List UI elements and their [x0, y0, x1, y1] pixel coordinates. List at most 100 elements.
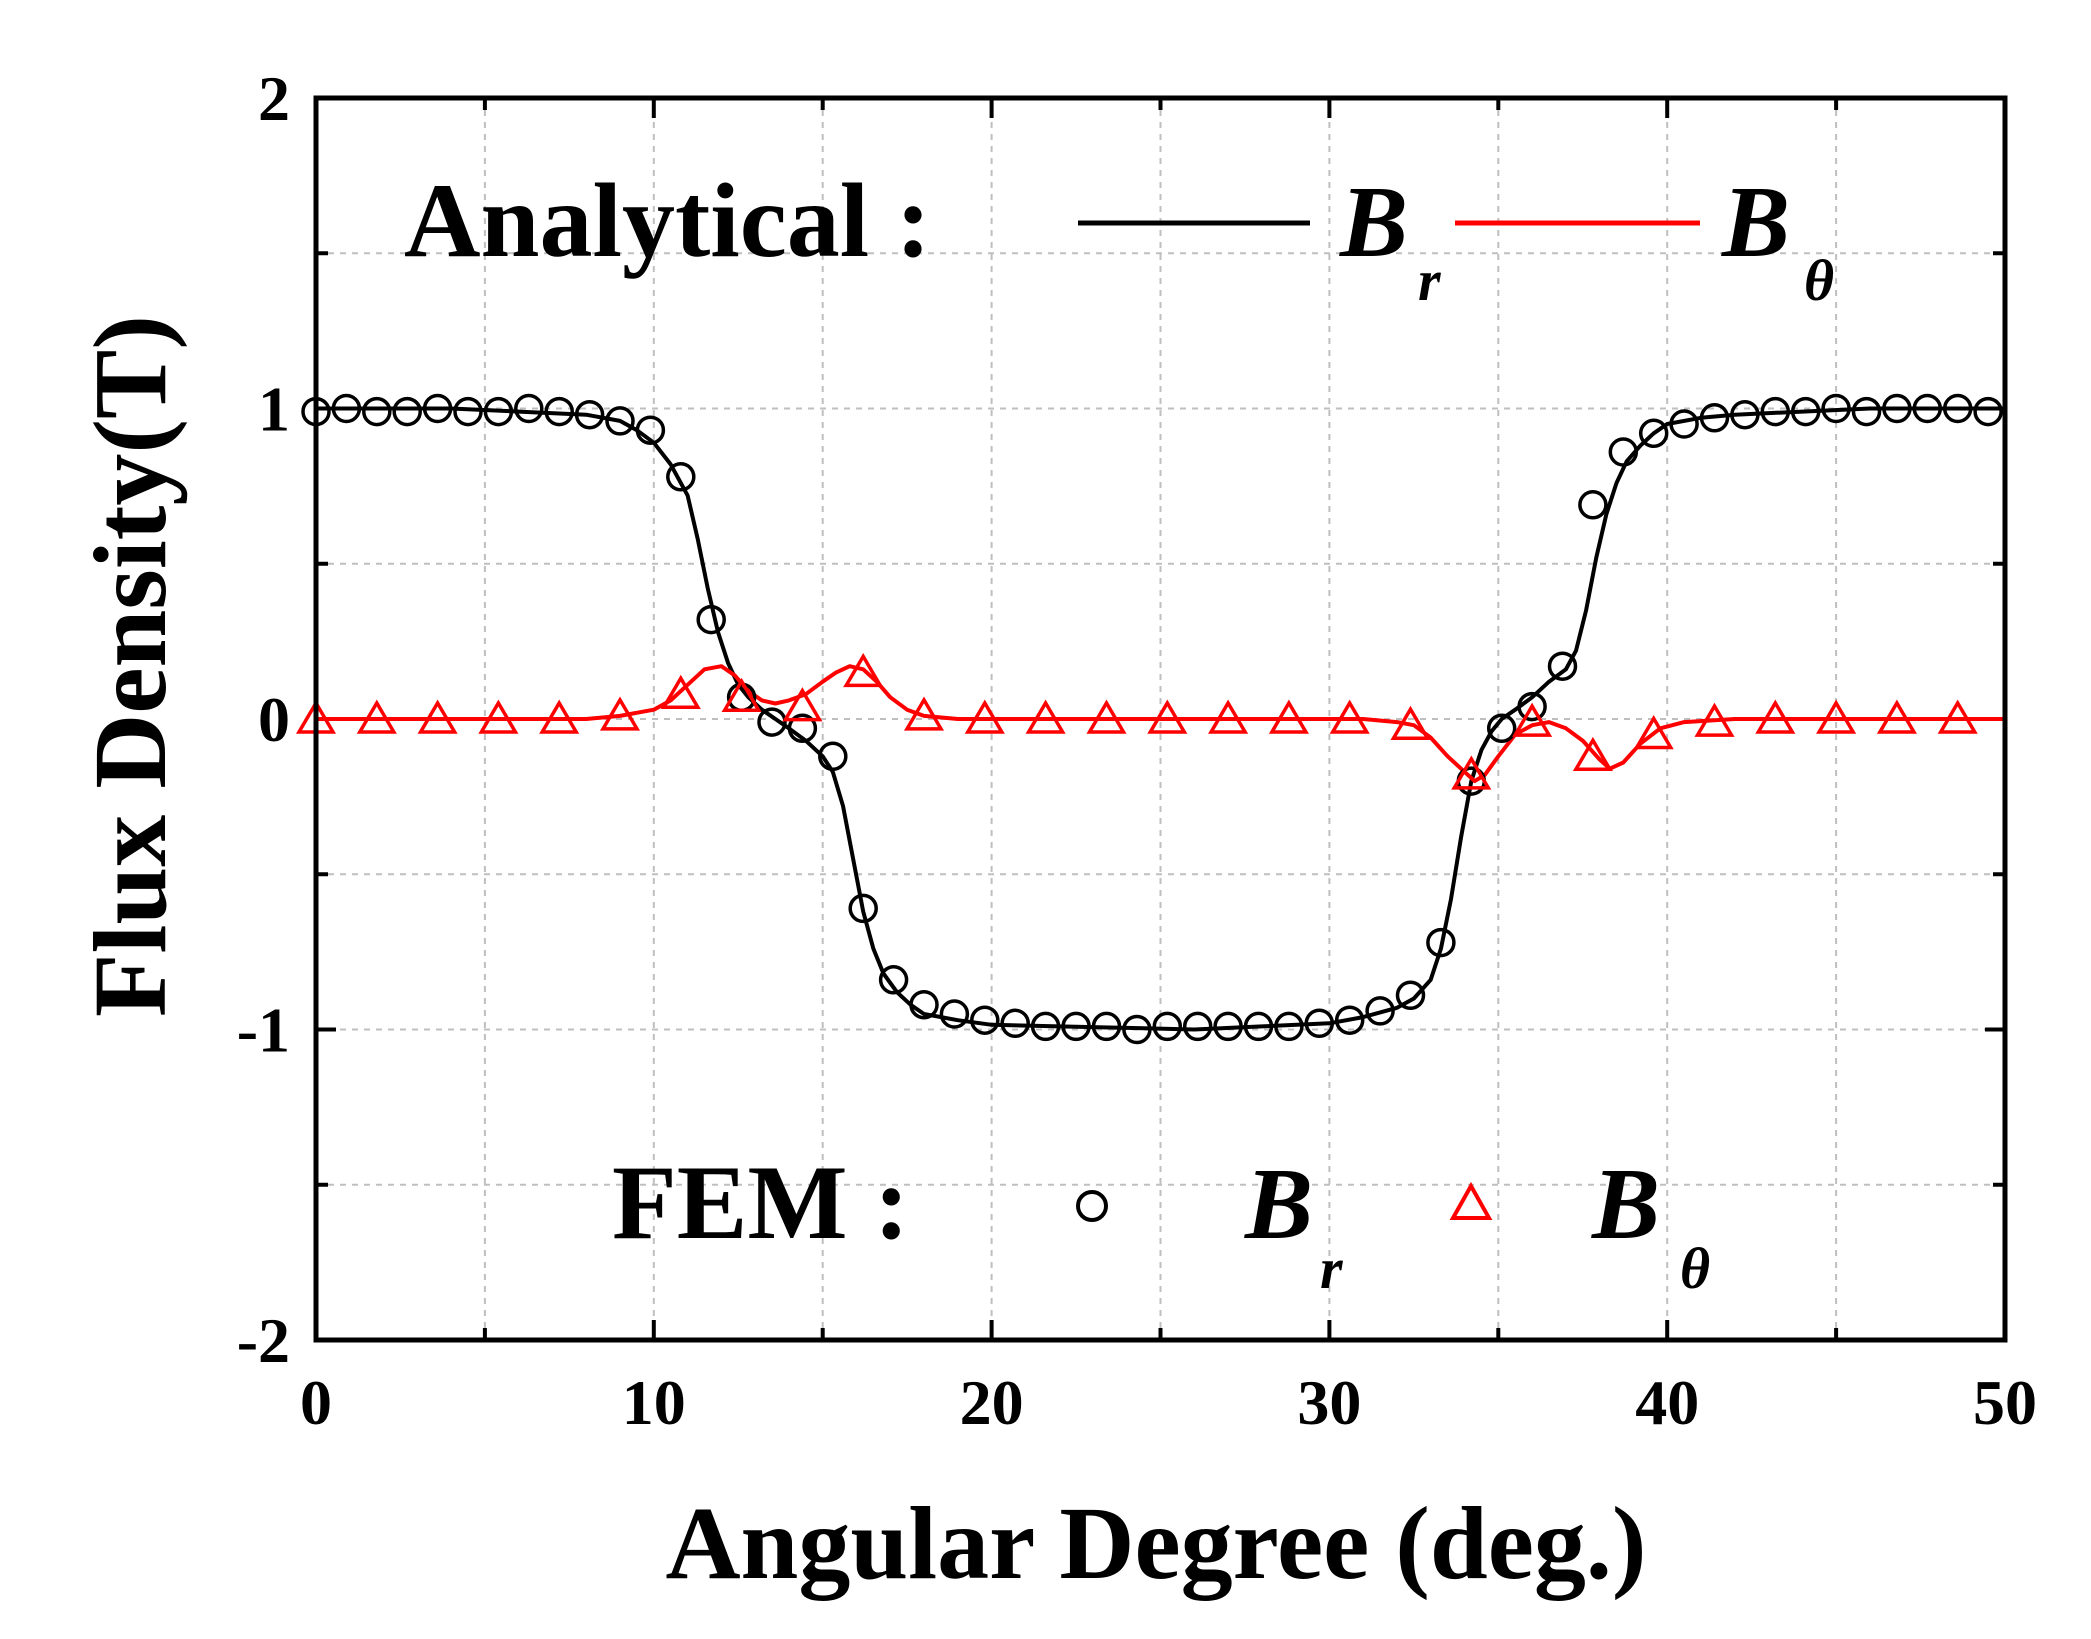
series-fem-b-point — [660, 674, 701, 709]
series-fem-b-point — [1937, 699, 1978, 734]
series-fem-b-r-point — [483, 396, 514, 427]
legend-analytical-label: Analytical : — [404, 162, 931, 279]
series-fem-b-point — [539, 699, 580, 734]
series-fem-b-r-point — [1213, 1011, 1243, 1042]
series-fem-b-r-point — [1973, 396, 2003, 427]
series-fem-b-point — [1451, 755, 1492, 790]
series-fem-b-r-point — [848, 893, 878, 924]
legend-fem-label: FEM : — [612, 1144, 909, 1261]
series-fem-b-r-point — [1091, 1011, 1122, 1042]
x-tick-label: 0 — [300, 1367, 332, 1438]
y-tick-label: -1 — [237, 995, 290, 1066]
series-fem-b-r-point — [1152, 1011, 1183, 1042]
series-fem-b-r-point — [696, 604, 726, 635]
series-fem-b-r-point — [1942, 393, 1973, 424]
series-fem-b-r-point — [392, 396, 422, 427]
series-fem-b-r-point — [757, 707, 787, 737]
legend-fem-bt-marker — [1449, 1181, 1493, 1220]
series-fem-b-r-point — [1578, 490, 1608, 520]
series-fem-b-r-point — [1699, 403, 1730, 433]
series-fem-b-r-point — [1061, 1011, 1091, 1042]
series-analytical-b-r-line — [316, 406, 2005, 1032]
series-fem-b-r-point — [909, 989, 939, 1020]
series-fem-b-r-point — [453, 396, 483, 427]
series-fem-b-point — [417, 699, 458, 734]
series-fem-b-point — [903, 696, 945, 731]
legend-analytical-bt-symbol: B — [1721, 166, 1790, 279]
series-fem-b-point — [1208, 699, 1249, 734]
series-fem-b-r-point — [1334, 1005, 1365, 1035]
series-fem-b-r-point — [1243, 1011, 1274, 1042]
legend-analytical-br-subscript: r — [1418, 248, 1441, 313]
series-fem-b-point — [599, 696, 641, 731]
series-fem-b-r-point — [1000, 1008, 1030, 1039]
legend-fem-br-symbol: B — [1244, 1148, 1313, 1261]
series-layer — [295, 393, 2005, 1045]
series-fem-b-r-point — [1304, 1008, 1335, 1039]
label-layer: 0 10 20 30 40 50 -2 -1 0 1 2 — [237, 63, 2037, 1438]
series-fem-b-point — [1390, 705, 1431, 740]
series-fem-b-r-point — [666, 462, 696, 492]
series-fem-b-r-point — [970, 1005, 1000, 1035]
series-fem-b-r-point — [1882, 393, 1912, 424]
legend-analytical: Analytical : B r B θ — [404, 162, 1834, 313]
series-fem-b-r-point — [787, 713, 818, 744]
series-fem-b-point — [1512, 702, 1553, 737]
series-fem-b-r-point — [422, 393, 453, 424]
series-fem-b-r-point — [1122, 1014, 1152, 1045]
series-fem-b-r-point — [331, 393, 362, 424]
x-tick-label: 40 — [1635, 1367, 1699, 1438]
series-fem-b-r-point — [1486, 713, 1517, 744]
series-fem-b-r-point — [1395, 980, 1426, 1011]
x-tick-label: 30 — [1297, 1367, 1361, 1438]
legend-fem-bt-subscript: θ — [1680, 1236, 1710, 1301]
legend-fem-bt-symbol: B — [1591, 1148, 1660, 1261]
legend-analytical-br-symbol: B — [1339, 166, 1408, 279]
series-fem-b-r-point — [1790, 396, 1821, 427]
legend-fem-br-marker — [1076, 1190, 1108, 1222]
series-fem-b-point — [782, 687, 823, 722]
legend-analytical-bt-subscript: θ — [1804, 248, 1834, 313]
series-fem-b-r-point — [514, 393, 544, 424]
series-fem-b-point — [721, 677, 762, 713]
series-fem-b-r-point — [1426, 927, 1456, 958]
series-fem-b-r-point — [1608, 437, 1639, 467]
series-fem-b-r-point — [1821, 393, 1851, 424]
x-axis-title: Angular Degree (deg.) — [665, 1486, 1646, 1601]
series-fem-b-point — [1086, 699, 1127, 734]
series-fem-b-point — [1755, 699, 1796, 734]
series-fem-b-r-point — [1365, 996, 1395, 1026]
series-fem-b-r-point — [1912, 393, 1943, 424]
series-fem-b-r-point — [362, 396, 392, 427]
series-fem-b-r-point — [605, 406, 635, 436]
series-fem-b-r-point — [1669, 409, 1699, 439]
y-tick-label: 2 — [258, 63, 290, 134]
series-fem-b-point — [1572, 736, 1613, 772]
series-fem-b-r-point — [635, 415, 666, 445]
series-fem-b-r-point — [939, 999, 970, 1029]
series-fem-b-r-point — [1760, 396, 1791, 427]
legend-fem-br-subscript: r — [1320, 1236, 1343, 1301]
series-fem-b-point — [1876, 699, 1917, 734]
series-analytical-b-line — [316, 664, 2005, 784]
y-tick-label: 1 — [258, 374, 290, 445]
series-fem-b-r-point — [1182, 1011, 1213, 1042]
series-fem-b-r-point — [1638, 418, 1669, 449]
series-fem-b-r-point — [1274, 1011, 1304, 1042]
x-tick-label: 20 — [960, 1367, 1024, 1438]
y-tick-label: -2 — [237, 1305, 290, 1376]
series-fem-b-point — [1268, 699, 1309, 734]
y-axis-title: Flux Density(T) — [73, 315, 188, 1017]
series-fem-b-r-point — [574, 399, 605, 430]
series-fem-b-point — [1633, 715, 1674, 750]
legend-fem: FEM : B r B θ — [612, 1144, 1710, 1301]
series-fem-b-point — [1025, 699, 1066, 734]
series-fem-b-point — [843, 652, 884, 688]
series-fem-b-point — [1329, 699, 1370, 734]
x-tick-label: 50 — [1973, 1367, 2037, 1438]
series-fem-b-r-point — [1517, 691, 1547, 722]
series-fem-b-point — [1694, 702, 1735, 737]
series-fem-b-point — [964, 699, 1005, 734]
